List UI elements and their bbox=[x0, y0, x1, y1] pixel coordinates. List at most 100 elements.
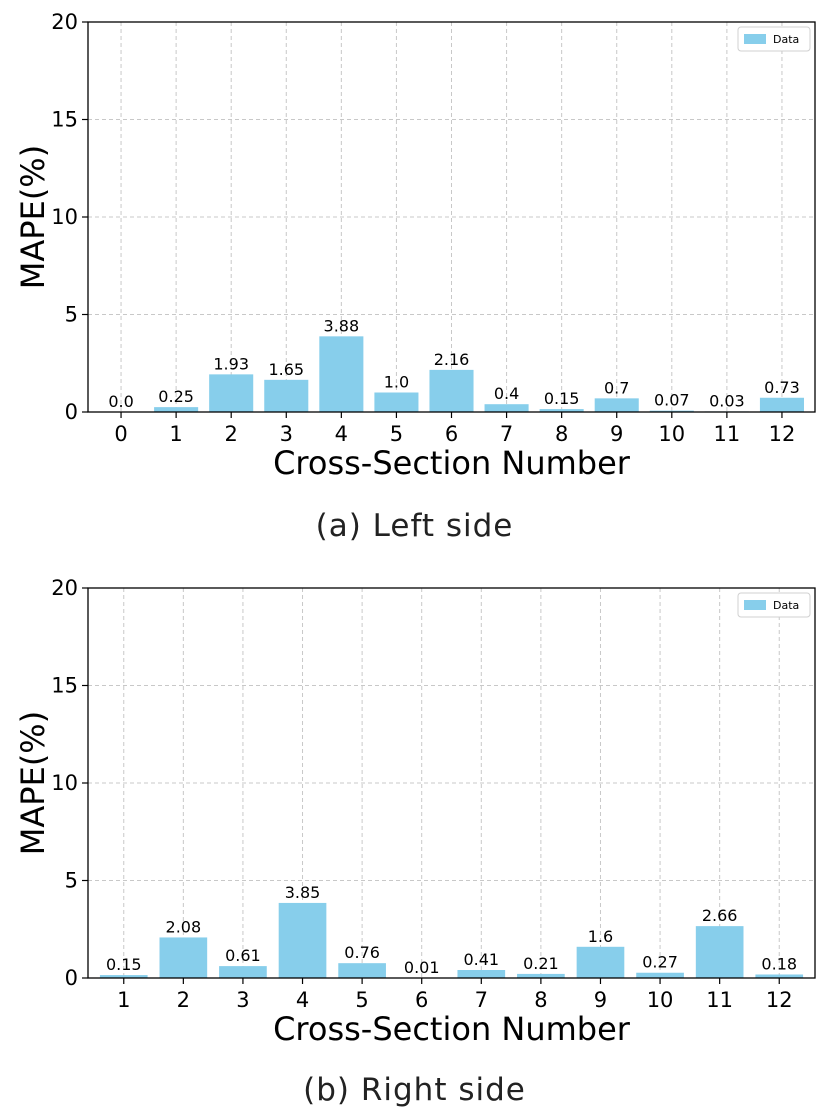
chart1-value-label: 0.41 bbox=[463, 950, 499, 969]
chart1-bar bbox=[99, 975, 148, 978]
chart1-bar bbox=[576, 946, 625, 978]
chart0-value-labels: 0.0 0.25 1.93 1.65 3.88 1.0 2.16 0.4 0.15 0.7 0.07… bbox=[108, 316, 799, 411]
chart0-x-tick-label: 10 bbox=[658, 422, 685, 446]
chart1-legend-swatch bbox=[744, 600, 766, 610]
chart0-value-label: 3.88 bbox=[324, 316, 360, 335]
chart0-legend-box bbox=[737, 26, 811, 52]
chart1-value-label: 0.76 bbox=[344, 943, 380, 962]
chart1-bar bbox=[278, 902, 327, 978]
chart0-value-label: 0.4 bbox=[494, 384, 519, 403]
chart0-value-label: 0.25 bbox=[158, 387, 194, 406]
chart0-bar bbox=[209, 374, 254, 412]
chart1-x-tick-label: 3 bbox=[236, 988, 249, 1012]
chart1-value-label: 2.08 bbox=[166, 917, 202, 936]
chart1-x-tick-label: 8 bbox=[534, 988, 547, 1012]
chart1-x-tick-label: 4 bbox=[296, 988, 309, 1012]
chart-right-side-svg: 0.15 2.08 0.61 3.85 0.76 0.01 0.41 0.21 1.6 0.27 2… bbox=[14, 576, 816, 1048]
chart1-y-tick-label: 10 bbox=[51, 771, 78, 795]
chart1-y-axis-label: MAPE(%) bbox=[14, 711, 52, 855]
chart1-bar bbox=[338, 963, 386, 978]
chart0-y-axis-label: MAPE(%) bbox=[14, 145, 52, 289]
chart0-bar bbox=[319, 336, 364, 412]
chart0-x-tick-label: 11 bbox=[714, 422, 741, 446]
chart1-x-tick-label: 1 bbox=[117, 988, 130, 1012]
chart0-value-label: 1.65 bbox=[268, 360, 304, 379]
chart0-x-ticks: 0 1 2 3 4 5 6 7 8 9 10 11 12 bbox=[114, 412, 795, 446]
chart1-bar bbox=[219, 966, 267, 978]
chart1-y-tick-label: 15 bbox=[51, 674, 78, 698]
chart0-x-tick-label: 7 bbox=[500, 422, 513, 446]
chart1-value-label: 0.27 bbox=[642, 953, 678, 972]
chart0-value-label: 0.0 bbox=[108, 392, 133, 411]
chart-right-side: 0.15 2.08 0.61 3.85 0.76 0.01 0.41 0.21 1.6 0.27 2… bbox=[0, 566, 829, 1048]
chart0-x-tick-label: 8 bbox=[555, 422, 568, 446]
chart1-value-label: 3.85 bbox=[285, 883, 321, 902]
chart1-value-label: 0.21 bbox=[523, 954, 559, 973]
chart1-x-tick-label: 7 bbox=[475, 988, 488, 1012]
chart0-bar bbox=[594, 398, 639, 412]
chart-left-side-svg: 0.0 0.25 1.93 1.65 3.88 1.0 2.16 0.4 0.15 0.7 0.07… bbox=[14, 10, 816, 482]
chart0-value-label: 1.0 bbox=[384, 373, 409, 392]
chart1-value-label: 1.6 bbox=[588, 927, 613, 946]
chart0-legend-label: Data bbox=[773, 33, 799, 46]
chart1-x-tick-label: 5 bbox=[355, 988, 368, 1012]
chart1-x-axis-label: Cross-Section Number bbox=[273, 1010, 631, 1048]
chart0-x-tick-label: 5 bbox=[390, 422, 403, 446]
chart0-x-tick-label: 1 bbox=[169, 422, 182, 446]
chart1-value-labels: 0.15 2.08 0.61 3.85 0.76 0.01 0.41 0.21 1.6 0.27 2… bbox=[106, 883, 797, 977]
chart1-bars bbox=[99, 902, 804, 978]
chart1-y-tick-label: 5 bbox=[65, 869, 78, 893]
chart0-bar bbox=[484, 404, 529, 412]
chart0-legend: Data bbox=[737, 26, 811, 52]
chart1-value-label: 0.18 bbox=[761, 954, 797, 973]
chart0-bar bbox=[264, 379, 309, 412]
chart0-x-axis-label: Cross-Section Number bbox=[273, 444, 631, 482]
chart1-y-tick-label: 0 bbox=[65, 966, 78, 990]
chart1-x-tick-label: 2 bbox=[177, 988, 190, 1012]
chart1-legend: Data bbox=[737, 592, 811, 618]
caption-right-side: (b) Right side bbox=[303, 1072, 526, 1108]
chart0-x-tick-label: 9 bbox=[610, 422, 623, 446]
chart1-bar bbox=[457, 970, 506, 978]
chart1-x-tick-label: 6 bbox=[415, 988, 428, 1012]
chart0-legend-swatch bbox=[744, 34, 766, 44]
chart0-value-label: 0.07 bbox=[654, 391, 690, 410]
chart1-value-label: 0.61 bbox=[225, 946, 261, 965]
chart1-y-tick-label: 20 bbox=[51, 576, 78, 600]
chart1-bar bbox=[636, 972, 684, 978]
chart1-value-label: 0.15 bbox=[106, 955, 142, 974]
chart0-y-tick-label: 20 bbox=[51, 10, 78, 34]
chart0-y-tick-label: 0 bbox=[65, 400, 78, 424]
chart0-x-tick-label: 0 bbox=[114, 422, 127, 446]
chart0-bars bbox=[154, 336, 804, 412]
chart1-value-label: 0.01 bbox=[404, 958, 440, 977]
chart0-y-tick-label: 15 bbox=[51, 108, 78, 132]
chart0-value-label: 1.93 bbox=[213, 354, 249, 373]
chart0-y-ticks: 0 5 10 15 20 bbox=[51, 10, 88, 424]
chart1-y-ticks: 0 5 10 15 20 bbox=[51, 576, 88, 990]
chart0-y-tick-label: 10 bbox=[51, 205, 78, 229]
chart-left-side: 0.0 0.25 1.93 1.65 3.88 1.0 2.16 0.4 0.15 0.7 0.07… bbox=[0, 0, 829, 482]
chart0-x-tick-label: 12 bbox=[769, 422, 796, 446]
chart0-value-label: 0.15 bbox=[544, 389, 580, 408]
caption-left-side: (a) Left side bbox=[315, 508, 514, 544]
chart0-value-label: 0.73 bbox=[764, 378, 800, 397]
chart0-value-label: 0.03 bbox=[709, 391, 745, 410]
chart0-value-label: 2.16 bbox=[434, 350, 470, 369]
chart1-bar bbox=[695, 926, 744, 978]
chart0-bar bbox=[374, 392, 419, 412]
chart0-bar bbox=[649, 410, 694, 412]
chart1-bar bbox=[755, 974, 804, 978]
chart1-x-ticks: 1 2 3 4 5 6 7 8 9 10 11 12 bbox=[117, 978, 793, 1012]
chart1-bar bbox=[159, 937, 208, 978]
chart0-value-label: 0.7 bbox=[604, 378, 629, 397]
chart1-value-label: 2.66 bbox=[702, 906, 738, 925]
chart1-x-tick-label: 10 bbox=[647, 988, 674, 1012]
chart0-bar bbox=[429, 369, 474, 412]
chart1-x-tick-label: 11 bbox=[706, 988, 733, 1012]
chart0-bar bbox=[759, 397, 804, 412]
chart0-x-tick-label: 6 bbox=[445, 422, 458, 446]
chart0-x-tick-label: 4 bbox=[335, 422, 348, 446]
chart0-x-tick-label: 2 bbox=[225, 422, 238, 446]
